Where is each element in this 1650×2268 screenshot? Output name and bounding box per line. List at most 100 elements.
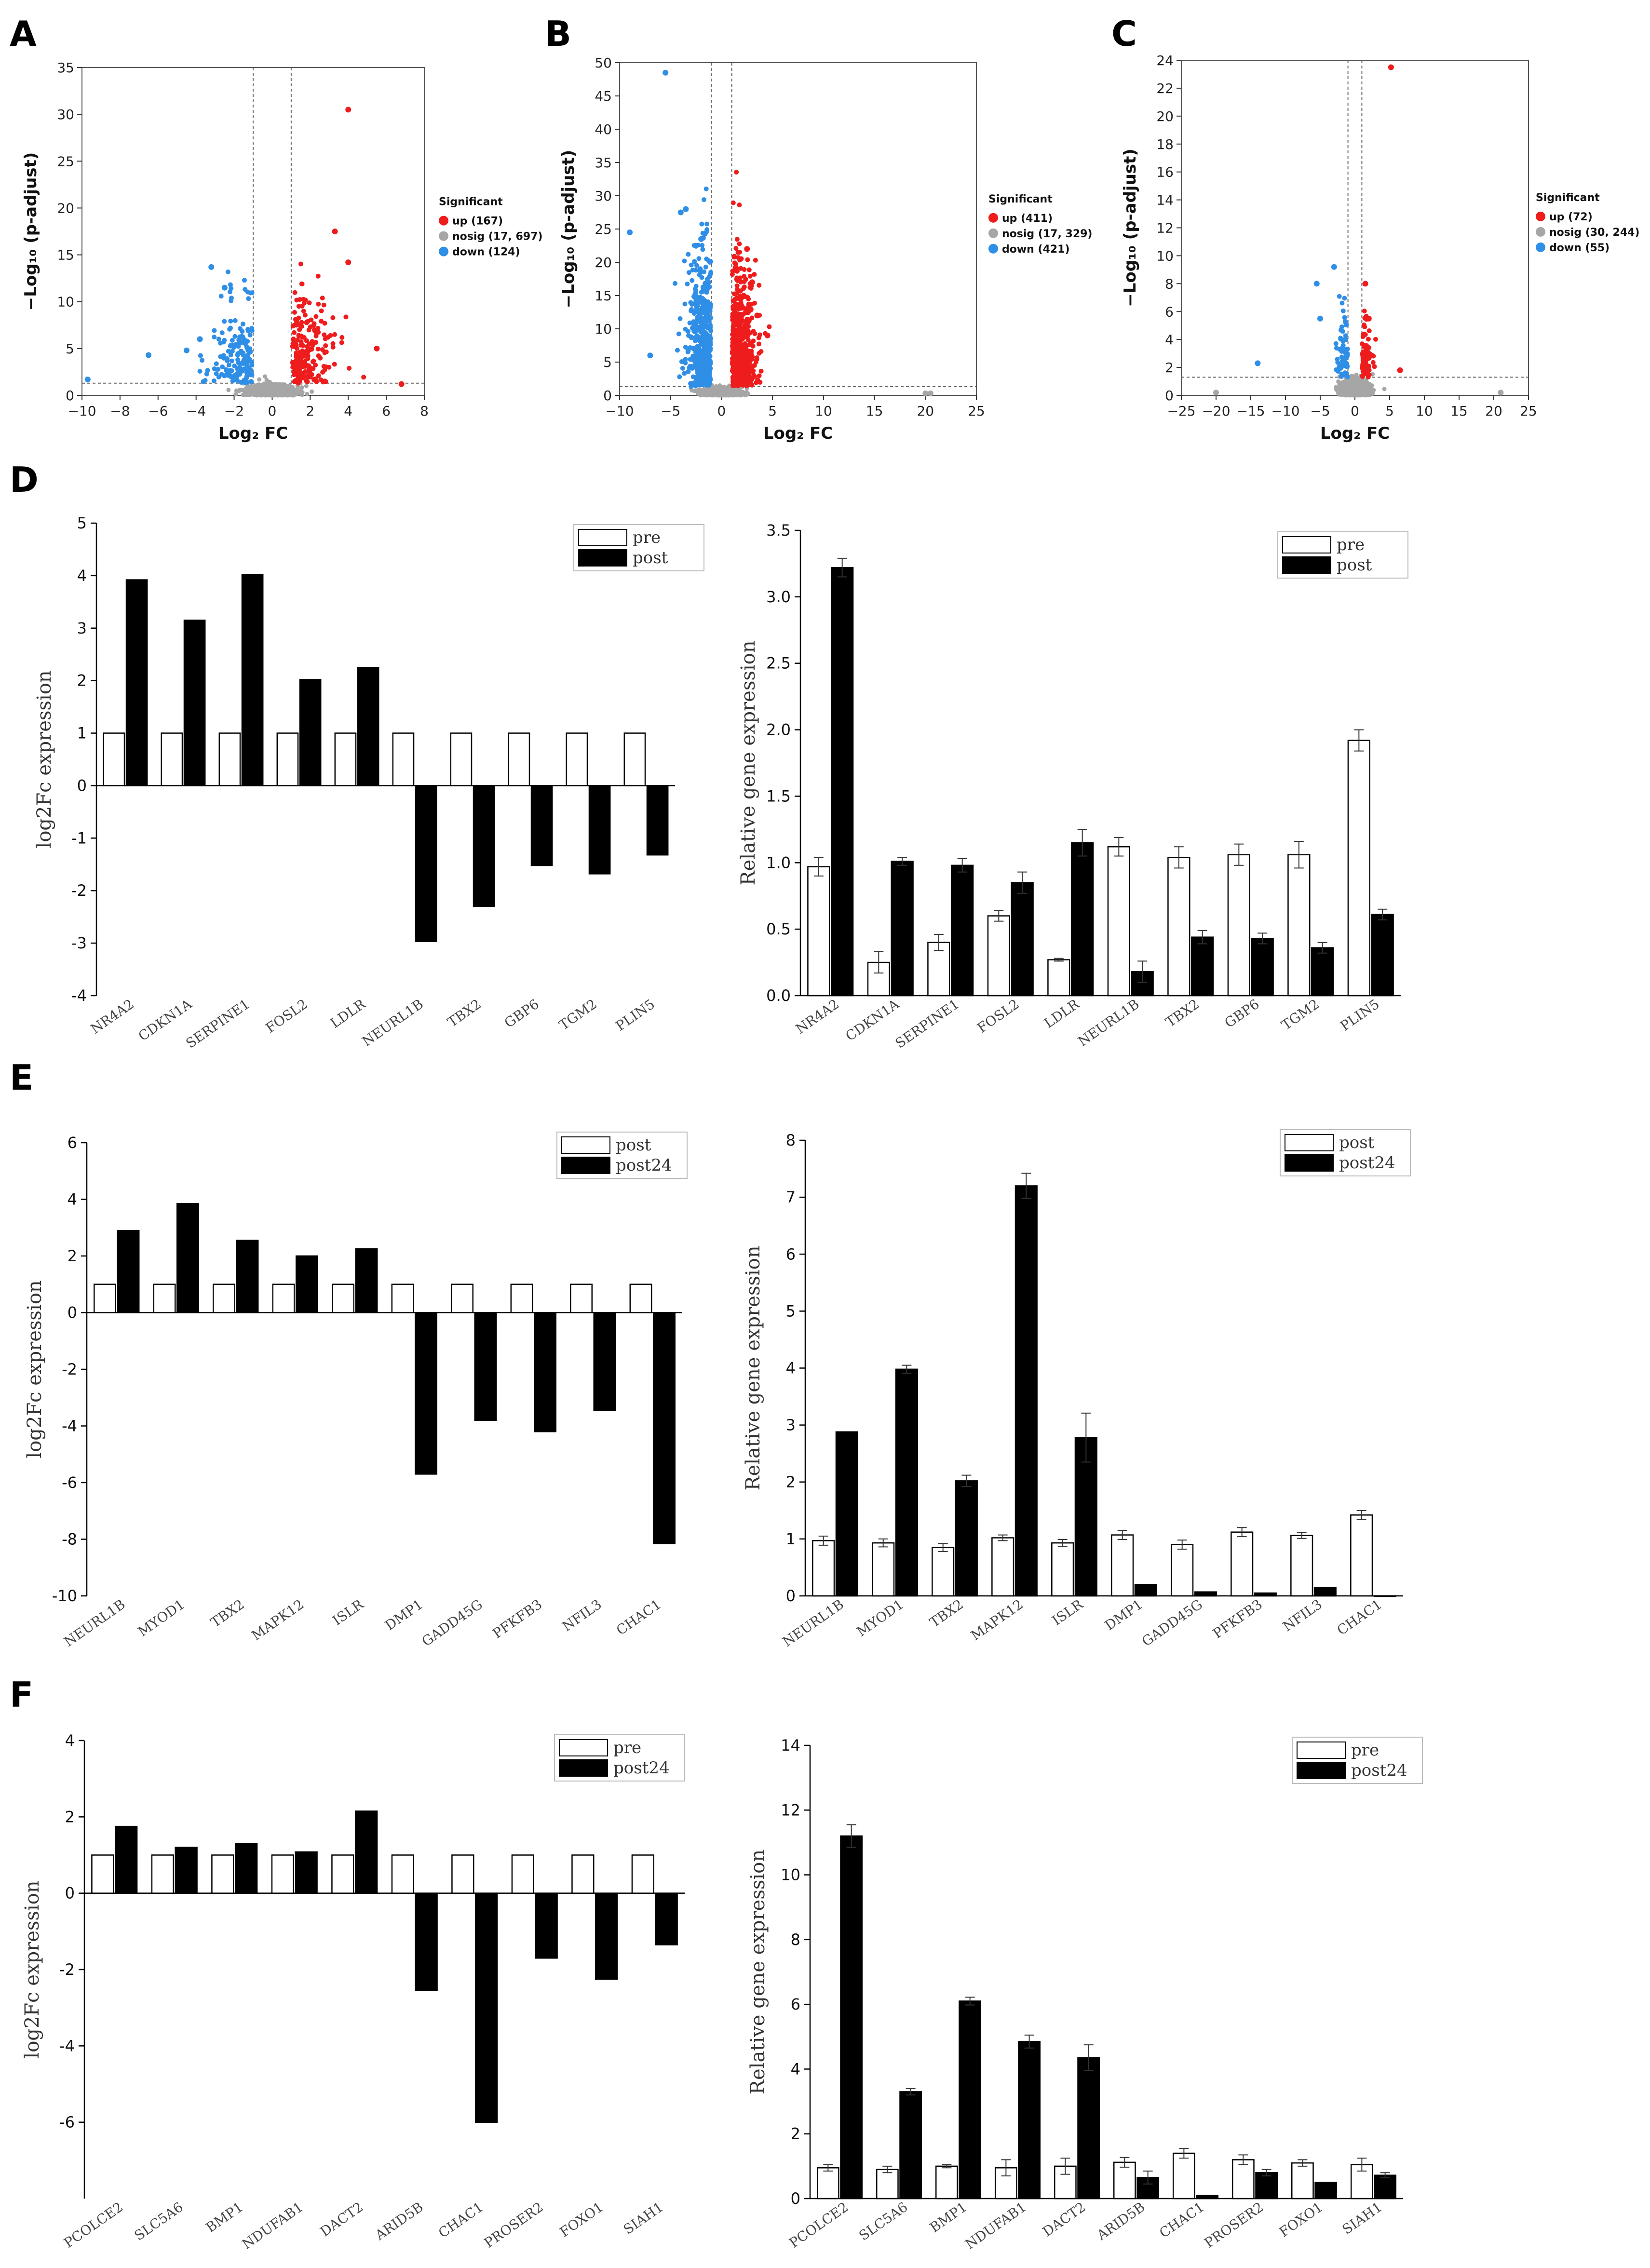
bar-pre-BMP1 — [935, 2165, 958, 2200]
point-down — [222, 373, 227, 378]
point-up — [1362, 309, 1367, 314]
y-tick-label: -6 — [59, 2113, 75, 2132]
point-down — [201, 379, 206, 384]
category-label: BMP1 — [203, 2199, 246, 2236]
category-label: TGM2 — [556, 996, 600, 1033]
point-down — [704, 221, 710, 227]
bar-post24-DACT2 — [355, 1810, 378, 1894]
legend-entry-nosig: nosig (30, 244) — [1549, 227, 1639, 239]
point-up — [734, 266, 740, 272]
legend-entry-pre: pre — [1337, 535, 1365, 554]
point-down — [1340, 308, 1346, 313]
category-label: TBX2 — [445, 996, 484, 1030]
point-down — [1335, 360, 1340, 365]
y-tick-label: 6 — [791, 1995, 800, 2013]
point-nosig — [1345, 384, 1350, 389]
y-tick-label: 0 — [1165, 388, 1174, 404]
point-down — [1342, 337, 1347, 342]
point-nosig — [1338, 385, 1343, 390]
category-label: CHAC1 — [1156, 2199, 1207, 2241]
point-down — [212, 366, 217, 371]
point-up — [298, 349, 303, 354]
bar-pre-GBP6 — [1227, 854, 1250, 997]
point-up — [735, 327, 741, 333]
point-down — [243, 378, 249, 383]
x-tick-label: −10 — [605, 403, 634, 419]
y-tick-label: 2.5 — [766, 654, 791, 673]
bar-post24-DMP1 — [1134, 1584, 1157, 1597]
y-tick-label: -4 — [62, 1417, 77, 1435]
point-up — [733, 339, 738, 345]
point-nosig — [1498, 390, 1504, 396]
legend-entry-post24: post24 — [613, 1758, 670, 1778]
legend-entry-post: post — [633, 548, 668, 567]
legend-entry-up: up (72) — [1549, 211, 1593, 223]
point-up — [748, 379, 753, 385]
bar-post-GADD45G — [1171, 1544, 1194, 1597]
legend-entry-nosig: nosig (17, 697) — [452, 231, 542, 243]
point-down — [240, 322, 245, 327]
point-down — [225, 356, 230, 361]
point-down — [214, 371, 219, 377]
bar-post-NFIL3 — [1290, 1535, 1313, 1597]
category-label: FOSL2 — [974, 996, 1022, 1036]
point-down — [228, 368, 233, 373]
point-up — [741, 305, 746, 310]
x-tick-label: 2 — [306, 403, 314, 419]
point-nosig — [742, 391, 746, 395]
point-down — [226, 363, 231, 368]
category-label: LDLR — [1041, 996, 1082, 1031]
point-down — [707, 326, 713, 332]
y-tick-label: 22 — [1156, 81, 1174, 96]
point-up — [1362, 367, 1367, 373]
point-up — [294, 322, 299, 327]
point-up — [339, 340, 344, 345]
bar-post24-MAPK12 — [296, 1255, 318, 1313]
point-nosig — [697, 388, 702, 392]
category-label: GBP6 — [1222, 996, 1262, 1031]
bar-pre-PROSER2 — [511, 1854, 535, 1894]
point-down — [232, 364, 237, 369]
category-label: PLIN5 — [613, 996, 658, 1034]
y-tick-label: 2 — [1165, 360, 1174, 376]
bar-pre-NEURL1B — [392, 732, 415, 786]
point-up — [305, 344, 310, 349]
point-down — [244, 374, 249, 379]
point-down — [232, 343, 237, 349]
point-down — [249, 379, 254, 384]
plot-frame — [1181, 60, 1529, 396]
bar-pre-SERPINE1 — [218, 732, 241, 786]
y-tick-label: 8 — [1165, 276, 1174, 292]
legend-swatch-post24 — [561, 1157, 610, 1174]
y-tick-label: 5 — [786, 1302, 796, 1320]
y-tick-label: 24 — [1156, 53, 1174, 68]
x-tick-label: 0 — [717, 403, 726, 419]
bar-pre-ARID5B — [391, 1854, 414, 1894]
point-down — [663, 69, 669, 76]
point-up — [292, 379, 298, 384]
point-down — [237, 361, 242, 366]
bar-pre-NR4A2 — [807, 866, 830, 997]
point-up — [737, 241, 742, 246]
point-down — [690, 357, 695, 362]
point-up — [292, 330, 297, 335]
y-axis-label: −Log₁₀ (p-adjust) — [21, 152, 41, 311]
point-down — [230, 338, 235, 343]
y-tick-label: 10 — [781, 1866, 800, 1884]
legend-entry-post24: post24 — [1351, 1761, 1407, 1780]
bar-post24-NEURL1B — [835, 1431, 858, 1597]
y-tick-label: 5 — [603, 354, 612, 370]
point-down — [228, 373, 233, 378]
point-up — [738, 280, 744, 285]
plot-frame — [619, 62, 977, 396]
point-up — [734, 169, 739, 175]
x-tick-label: 10 — [815, 403, 832, 419]
point-nosig — [1360, 389, 1365, 393]
point-up — [752, 272, 757, 277]
point-up — [744, 246, 750, 252]
bar-post24-MYOD1 — [176, 1203, 199, 1313]
point-up — [734, 237, 740, 242]
point-up — [746, 267, 752, 272]
